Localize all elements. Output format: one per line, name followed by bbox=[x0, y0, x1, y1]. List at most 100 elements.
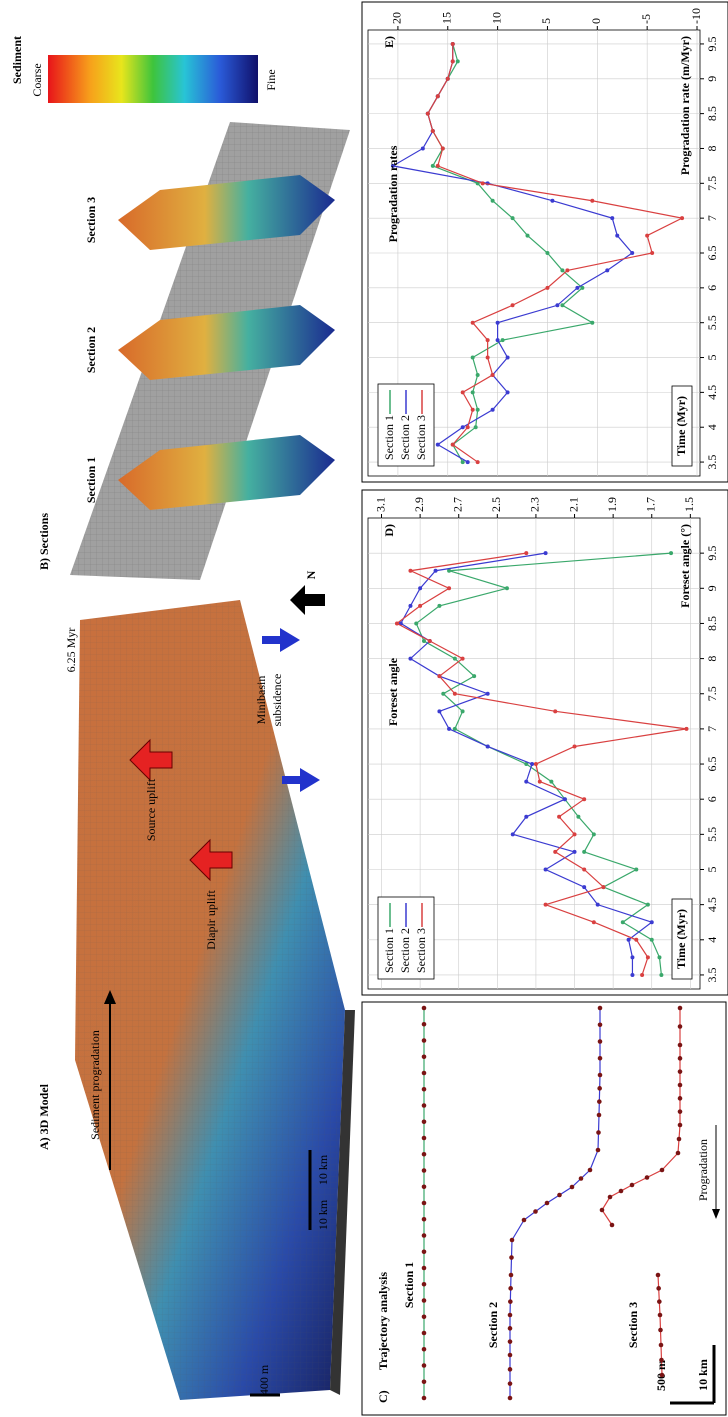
data-point bbox=[544, 867, 548, 871]
data-point bbox=[524, 551, 528, 555]
data-point bbox=[408, 604, 412, 608]
trajectory-point bbox=[678, 1083, 683, 1088]
model-panel: 6.25 Myr Source uplift Diapir uplift Min… bbox=[37, 570, 355, 1400]
data-point bbox=[408, 569, 412, 573]
data-point bbox=[590, 321, 594, 325]
trajectory-point bbox=[422, 1396, 427, 1401]
trajectory-point bbox=[608, 1195, 613, 1200]
data-point bbox=[395, 621, 399, 625]
data-point bbox=[441, 146, 445, 150]
data-point bbox=[447, 586, 451, 590]
data-point bbox=[669, 551, 673, 555]
trajectory-point bbox=[656, 1286, 661, 1291]
y-tick-label: 2.5 bbox=[489, 497, 503, 512]
x-tick-label: 5 bbox=[705, 866, 719, 872]
model-time: 6.25 Myr bbox=[64, 628, 78, 673]
data-point bbox=[474, 425, 478, 429]
x-tick-label: 8.5 bbox=[705, 106, 719, 121]
data-point bbox=[634, 867, 638, 871]
trajectory-point bbox=[570, 1185, 575, 1190]
data-point bbox=[471, 390, 475, 394]
x-tick-label: 9 bbox=[705, 76, 719, 82]
direction-label: Progradation bbox=[696, 1139, 710, 1201]
data-point bbox=[441, 692, 445, 696]
trajectory-point bbox=[422, 1379, 427, 1384]
x-tick-label: 4.5 bbox=[705, 385, 719, 400]
section-ridge bbox=[118, 305, 335, 380]
data-point bbox=[496, 338, 500, 342]
chart-title: Progradation rates bbox=[386, 145, 400, 242]
trajectory-point bbox=[422, 1347, 427, 1352]
data-point bbox=[461, 709, 465, 713]
trajectory-point bbox=[422, 1006, 427, 1011]
data-point bbox=[456, 59, 460, 63]
trajectory-point bbox=[588, 1168, 593, 1173]
trajectory-point bbox=[509, 1273, 514, 1278]
data-point bbox=[471, 356, 475, 360]
chart-title: Foreset angle bbox=[386, 657, 400, 726]
data-point bbox=[645, 234, 649, 238]
trajectory-point bbox=[422, 1071, 427, 1076]
trajectory-point bbox=[422, 1168, 427, 1173]
trajectory-point bbox=[645, 1175, 650, 1180]
y-axis-label: Foreset angle (°) bbox=[678, 524, 692, 608]
trajectory-point bbox=[508, 1381, 513, 1386]
chart-panel: 3.544.555.566.577.588.599.51.51.71.92.12… bbox=[362, 490, 728, 995]
trajectory-point bbox=[422, 1087, 427, 1092]
trajectory-point bbox=[619, 1189, 624, 1194]
section-label: Section 2 bbox=[84, 327, 98, 373]
data-point bbox=[426, 112, 430, 116]
data-point bbox=[451, 443, 455, 447]
north-label: N bbox=[304, 570, 318, 579]
data-point bbox=[615, 234, 619, 238]
y-tick-label: 1.9 bbox=[605, 497, 619, 512]
data-point bbox=[592, 832, 596, 836]
trajectory-point bbox=[522, 1218, 527, 1223]
trajectory-point bbox=[422, 1022, 427, 1027]
trajectory-point bbox=[659, 1343, 664, 1348]
data-point bbox=[461, 425, 465, 429]
trajectory-point bbox=[422, 1103, 427, 1108]
data-point bbox=[414, 621, 418, 625]
data-point bbox=[486, 692, 490, 696]
legend-label: Section 3 bbox=[414, 415, 428, 460]
y-tick-label: 2.3 bbox=[528, 497, 542, 512]
colorbar-title: Sediment bbox=[10, 36, 24, 84]
panel-label: D) bbox=[382, 524, 396, 537]
data-point bbox=[431, 164, 435, 168]
data-point bbox=[575, 286, 579, 290]
trajectory-point bbox=[422, 1314, 427, 1319]
trajectory-point bbox=[678, 1069, 683, 1074]
data-point bbox=[630, 973, 634, 977]
data-point bbox=[553, 850, 557, 854]
trajectory-point bbox=[508, 1286, 513, 1291]
trajectory-point bbox=[545, 1201, 550, 1206]
data-point bbox=[472, 674, 476, 678]
data-point bbox=[538, 780, 542, 784]
section-label: Section 2 bbox=[486, 1302, 500, 1348]
data-point bbox=[486, 356, 490, 360]
data-point bbox=[557, 815, 561, 819]
colorbar: Sediment Coarse Fine bbox=[10, 36, 278, 103]
chart-panel: 3.544.555.566.577.588.599.5-10-505101520… bbox=[362, 2, 728, 482]
x-tick-label: 7 bbox=[705, 726, 719, 732]
data-point bbox=[506, 390, 510, 394]
trajectory-point bbox=[422, 1054, 427, 1059]
x-tick-label: 4 bbox=[705, 424, 719, 430]
trajectory-point bbox=[597, 1086, 602, 1091]
data-point bbox=[437, 674, 441, 678]
x-tick-label: 6.5 bbox=[705, 246, 719, 261]
sections-panel: Section 1 Section 2 Section 3 B) Section… bbox=[37, 122, 350, 580]
trajectory-point bbox=[422, 1363, 427, 1368]
model-annotation: Sediment progradation bbox=[88, 1030, 102, 1140]
y-tick-label: -5 bbox=[639, 14, 653, 24]
data-point bbox=[646, 903, 650, 907]
data-point bbox=[491, 373, 495, 377]
north-arrow bbox=[290, 585, 325, 615]
scale-label: 10 km bbox=[696, 1359, 710, 1391]
scale-label: 10 km bbox=[316, 1154, 330, 1185]
data-point bbox=[582, 797, 586, 801]
x-tick-label: 4.5 bbox=[705, 897, 719, 912]
y-tick-label: 20 bbox=[390, 12, 404, 24]
x-tick-label: 5 bbox=[705, 355, 719, 361]
